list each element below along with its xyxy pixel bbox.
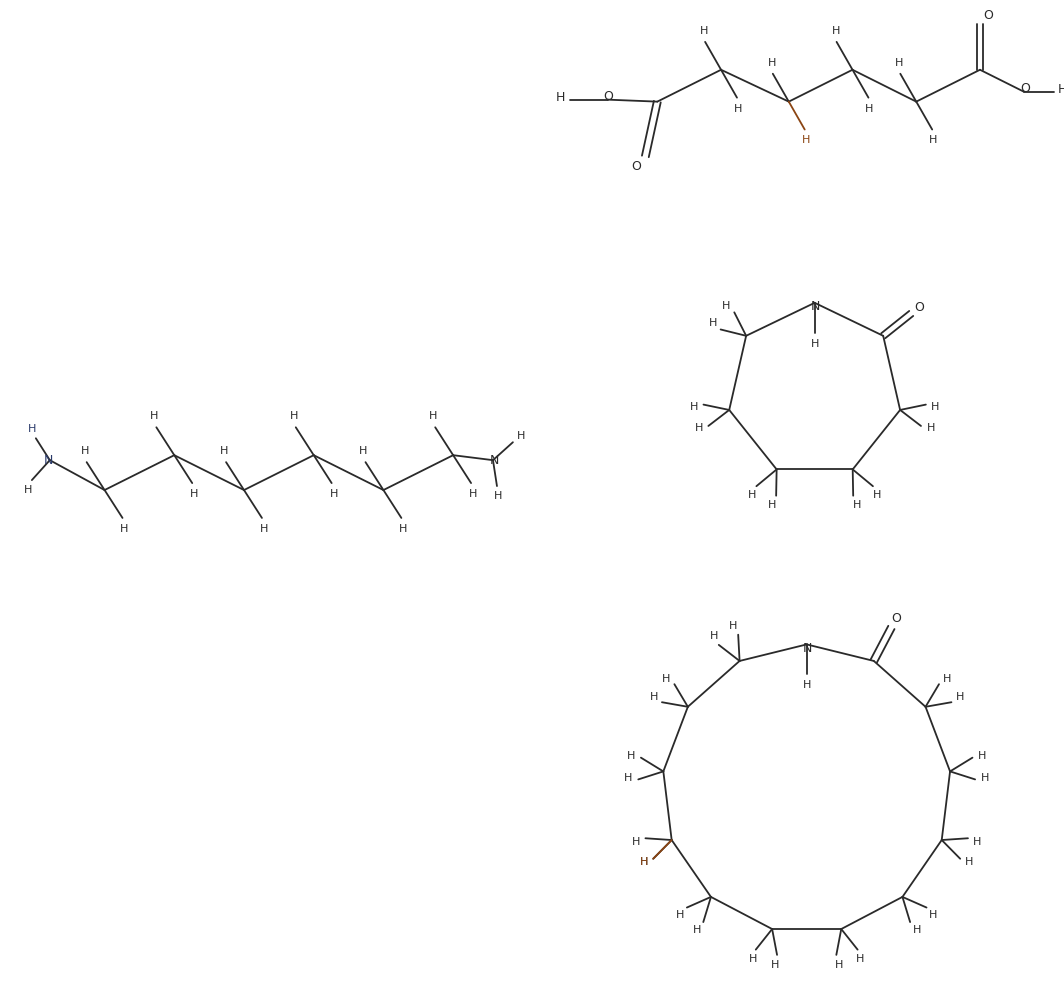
Text: H: H <box>676 910 684 920</box>
Text: H: H <box>469 489 478 499</box>
Text: H: H <box>929 135 937 145</box>
Text: H: H <box>770 960 779 970</box>
Text: H: H <box>811 338 819 348</box>
Text: H: H <box>150 411 159 421</box>
Text: H: H <box>981 773 990 783</box>
Text: H: H <box>722 301 731 311</box>
Text: H: H <box>517 431 525 441</box>
Text: H: H <box>855 954 864 964</box>
Text: O: O <box>631 160 642 173</box>
Text: H: H <box>931 401 940 411</box>
Text: H: H <box>556 91 565 104</box>
Text: H: H <box>965 857 974 867</box>
Text: H: H <box>729 621 737 631</box>
Text: N: N <box>44 453 53 466</box>
Text: O: O <box>603 90 614 103</box>
Text: H: H <box>120 524 129 534</box>
Text: H: H <box>895 58 903 68</box>
Text: O: O <box>891 613 901 625</box>
Text: N: N <box>811 300 820 313</box>
Text: H: H <box>853 499 862 510</box>
Text: H: H <box>865 104 874 113</box>
Text: H: H <box>399 524 408 534</box>
Text: H: H <box>494 491 502 502</box>
Text: H: H <box>734 104 743 113</box>
Text: H: H <box>632 837 641 847</box>
Text: H: H <box>929 910 937 920</box>
Text: H: H <box>429 411 437 421</box>
Text: H: H <box>709 318 717 328</box>
Text: H: H <box>260 524 268 534</box>
Text: H: H <box>662 674 670 684</box>
Text: H: H <box>28 424 36 434</box>
Text: H: H <box>23 485 32 495</box>
Text: H: H <box>330 489 338 499</box>
Text: H: H <box>927 423 935 433</box>
Text: H: H <box>943 674 951 684</box>
Text: H: H <box>767 499 776 510</box>
Text: H: H <box>913 925 921 935</box>
Text: H: H <box>289 411 298 421</box>
Text: H: H <box>639 857 648 867</box>
Text: H: H <box>710 631 718 641</box>
Text: H: H <box>650 692 658 702</box>
Text: H: H <box>955 692 964 702</box>
Text: H: H <box>625 773 633 783</box>
Text: H: H <box>749 954 758 964</box>
Text: O: O <box>914 300 924 313</box>
Text: H: H <box>693 925 701 935</box>
Text: H: H <box>767 58 776 68</box>
Text: H: H <box>639 857 648 867</box>
Text: N: N <box>803 642 813 655</box>
Text: H: H <box>689 401 698 411</box>
Text: H: H <box>831 26 839 36</box>
Text: H: H <box>81 446 88 456</box>
Text: N: N <box>489 453 499 466</box>
Text: H: H <box>974 837 981 847</box>
Text: O: O <box>1020 82 1030 95</box>
Text: H: H <box>190 489 198 499</box>
Text: H: H <box>874 490 881 500</box>
Text: H: H <box>700 26 709 36</box>
Text: H: H <box>748 490 757 500</box>
Text: H: H <box>802 681 811 691</box>
Text: H: H <box>220 446 229 456</box>
Text: O: O <box>983 9 993 22</box>
Text: H: H <box>360 446 368 456</box>
Text: H: H <box>978 752 986 762</box>
Text: H: H <box>801 135 810 145</box>
Text: H: H <box>695 423 703 433</box>
Text: H: H <box>627 752 635 762</box>
Text: H: H <box>1058 83 1064 96</box>
Text: H: H <box>834 960 843 970</box>
